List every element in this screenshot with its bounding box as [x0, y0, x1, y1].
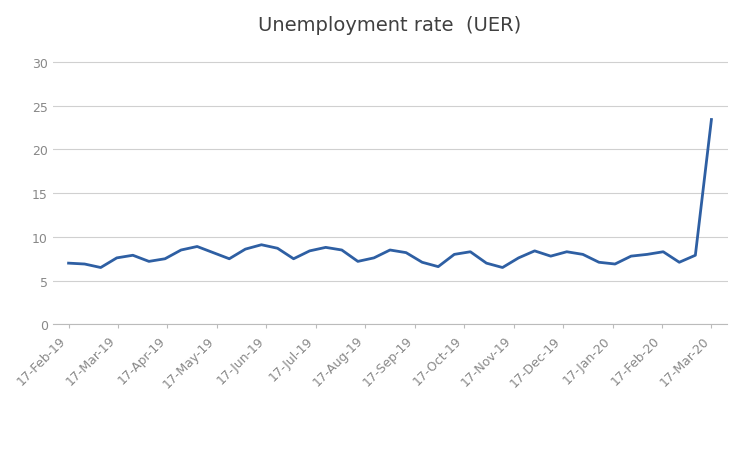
- Title: Unemployment rate  (UER): Unemployment rate (UER): [258, 16, 522, 35]
